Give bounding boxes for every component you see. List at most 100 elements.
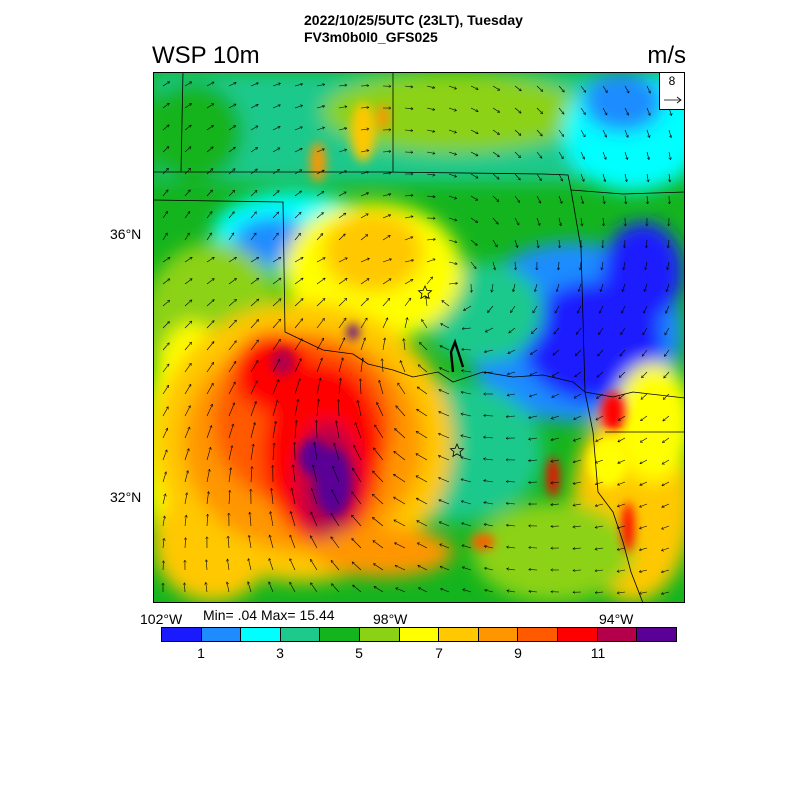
wind-vector (162, 428, 168, 439)
wind-vector (313, 465, 318, 483)
wind-vector (185, 515, 186, 527)
wind-vector (360, 358, 363, 373)
wind-vector (426, 129, 435, 132)
wind-vector (580, 85, 586, 92)
wind-vector (533, 305, 538, 313)
wind-vector (484, 546, 494, 549)
wind-vector (162, 125, 169, 131)
wind-vector (641, 415, 648, 421)
wind-vector (290, 535, 296, 549)
wind-vector (624, 129, 628, 137)
wind-vector (462, 523, 472, 527)
wind-vector (580, 107, 586, 115)
wind-vector (272, 191, 279, 197)
wind-vector (228, 104, 236, 109)
variable-title: WSP 10m (152, 42, 260, 69)
wind-vector (310, 559, 318, 571)
wind-vector (272, 380, 279, 395)
wind-vector (272, 319, 281, 329)
wind-vector (485, 590, 494, 593)
wind-vector (622, 283, 626, 292)
wind-vector (581, 217, 582, 226)
wind-vector (336, 421, 340, 439)
wind-vector (250, 148, 258, 153)
wind-vector (426, 239, 435, 240)
wind-vector (662, 481, 670, 486)
wind-vector (206, 469, 210, 483)
wind-vector (663, 393, 670, 400)
wind-vector (417, 387, 428, 395)
wind-vector (530, 349, 538, 355)
wind-vector (529, 438, 538, 439)
wind-vector (382, 338, 385, 351)
wind-vector (228, 299, 237, 307)
wind-vector (531, 327, 538, 334)
wind-vector (492, 261, 495, 270)
wind-vector (162, 103, 169, 109)
wind-vector (624, 151, 628, 160)
wind-vector (206, 233, 212, 241)
wind-vector (272, 212, 279, 219)
wind-vector (448, 261, 457, 264)
wind-vector (618, 459, 626, 463)
wind-vector (618, 481, 626, 485)
wind-vector (228, 468, 231, 483)
wind-vector (514, 85, 521, 91)
wind-vector (417, 543, 428, 549)
wind-vector (206, 82, 214, 87)
wind-vector (291, 511, 296, 527)
wind-vector (536, 217, 540, 226)
wind-vector (206, 342, 214, 351)
wind-vector (250, 423, 255, 439)
wind-vector (618, 415, 626, 421)
wind-vector (426, 297, 427, 307)
wind-vector (206, 147, 213, 153)
wind-vector (558, 151, 564, 159)
wind-vector (311, 583, 318, 593)
wind-vector (228, 361, 237, 373)
wind-vector (640, 503, 648, 507)
wind-vector (461, 414, 472, 417)
wind-vector (461, 392, 472, 395)
wind-vector (228, 536, 229, 549)
wind-vector (184, 125, 191, 131)
wind-vector (354, 445, 362, 461)
wind-vector (294, 339, 303, 351)
wind-vector (601, 283, 604, 292)
wind-vector (404, 318, 407, 329)
wind-vector (595, 526, 604, 528)
wind-vector (416, 498, 428, 505)
wind-vector (206, 362, 214, 373)
wind-vector (640, 481, 648, 485)
wind-vector (488, 305, 494, 313)
wind-vector (251, 466, 252, 483)
wind-vector (272, 421, 276, 439)
wind-vector (228, 424, 233, 439)
wind-vector (508, 349, 516, 354)
wind-vector (462, 349, 472, 350)
wind-vector (669, 151, 671, 160)
wind-vector (396, 406, 406, 417)
wind-vector (646, 239, 647, 248)
wind-vector (439, 368, 450, 373)
wind-vector (360, 107, 369, 108)
wind-vector (573, 504, 582, 505)
wind-vector (461, 501, 472, 505)
wind-vector (162, 81, 170, 87)
colorbar-swatch (558, 628, 598, 641)
wind-vector (292, 488, 296, 505)
wind-vector (462, 545, 472, 549)
wind-vector (639, 592, 648, 594)
wind-vector (426, 107, 435, 110)
wind-vector (617, 525, 626, 528)
wind-vector (511, 305, 516, 313)
wind-vector (162, 300, 170, 307)
colorbar-swatch (518, 628, 559, 641)
wind-vector (250, 190, 257, 197)
wind-vector (184, 300, 192, 307)
wind-vector (228, 403, 235, 417)
map-frame (153, 72, 685, 603)
wind-vector (338, 150, 347, 153)
wind-vector (312, 488, 318, 505)
wind-vector (536, 151, 542, 158)
